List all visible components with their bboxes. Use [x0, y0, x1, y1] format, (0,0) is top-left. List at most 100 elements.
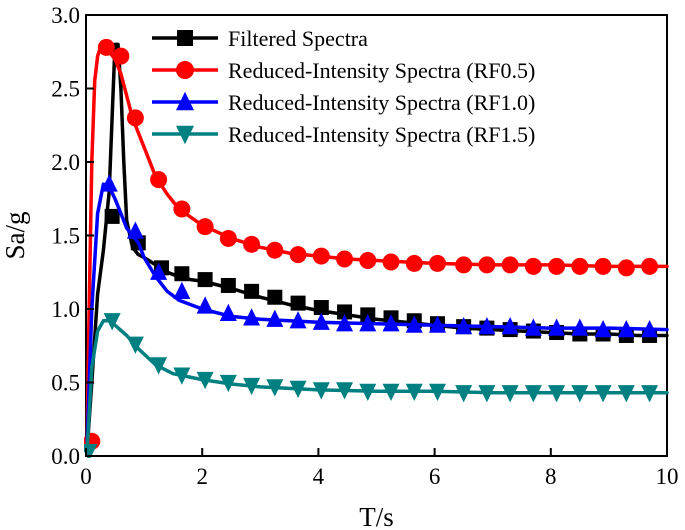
data-point — [641, 385, 659, 403]
y-tick-label: 1.5 — [51, 224, 80, 249]
data-point — [150, 357, 168, 375]
legend-marker — [176, 61, 194, 79]
data-point — [100, 174, 118, 192]
data-point — [336, 382, 354, 400]
data-point — [478, 385, 496, 403]
x-tick-label: 10 — [656, 464, 679, 489]
legend-marker — [176, 91, 194, 111]
data-point — [455, 317, 473, 335]
y-tick-label: 1.0 — [51, 297, 80, 322]
data-point — [97, 38, 115, 56]
legend-label: Filtered Spectra — [228, 26, 368, 51]
data-point — [266, 241, 284, 259]
data-point — [196, 218, 214, 236]
legend-marker — [176, 125, 194, 145]
data-point — [289, 380, 307, 399]
series-reduced-intensity-spectra-rf1-5 — [84, 313, 669, 458]
data-point — [455, 256, 473, 274]
legend-entry-reduced-intensity-spectra-rf0-5: Reduced-Intensity Spectra (RF0.5) — [152, 58, 535, 83]
data-point — [524, 318, 542, 336]
data-point — [219, 229, 237, 247]
data-point — [219, 374, 237, 393]
data-point — [405, 254, 423, 272]
data-point — [594, 319, 612, 338]
data-point — [524, 385, 542, 403]
data-point — [617, 385, 635, 403]
series-line — [85, 182, 669, 444]
x-tick-label: 8 — [545, 464, 557, 489]
data-point — [196, 296, 214, 314]
data-point — [220, 277, 236, 293]
data-point — [478, 256, 496, 274]
data-point — [548, 385, 566, 403]
y-tick-label: 0.5 — [51, 371, 80, 396]
data-point — [266, 379, 284, 397]
y-tick-label: 2.0 — [51, 150, 80, 175]
data-point — [571, 257, 589, 275]
data-point — [571, 318, 589, 336]
data-point — [112, 47, 130, 65]
data-point — [501, 317, 519, 335]
legend-label: Reduced-Intensity Spectra (RF0.5) — [228, 58, 535, 83]
data-point — [594, 257, 612, 275]
data-point — [266, 309, 284, 327]
x-axis-title: T/s — [359, 502, 394, 530]
data-point — [244, 283, 260, 299]
data-point — [382, 314, 400, 332]
data-point — [174, 266, 190, 282]
data-point — [289, 246, 307, 264]
data-point — [641, 257, 659, 275]
y-tick-label: 2.5 — [51, 77, 80, 102]
data-point — [571, 385, 589, 403]
data-point — [173, 200, 191, 218]
data-point — [290, 295, 306, 311]
legend-label: Reduced-Intensity Spectra (RF1.0) — [228, 90, 535, 115]
data-point — [196, 371, 214, 390]
data-point — [359, 314, 377, 332]
data-point — [524, 257, 542, 275]
data-point — [617, 259, 635, 277]
data-point — [289, 311, 307, 329]
data-point — [150, 262, 168, 280]
x-tick-label: 6 — [429, 464, 441, 489]
data-point — [429, 254, 447, 272]
series-reduced-intensity-spectra-rf1-0 — [85, 174, 669, 444]
data-point — [455, 385, 473, 403]
data-point — [617, 319, 635, 338]
data-point — [219, 303, 237, 322]
data-point — [84, 443, 98, 458]
x-tick-label: 2 — [196, 464, 208, 489]
data-point — [312, 247, 330, 265]
data-point — [197, 272, 213, 288]
data-point — [104, 208, 120, 224]
data-point — [429, 315, 447, 333]
data-point — [312, 382, 330, 400]
data-point — [501, 256, 519, 274]
data-point — [173, 281, 191, 299]
legend-entry-reduced-intensity-spectra-rf1-5: Reduced-Intensity Spectra (RF1.5) — [152, 122, 535, 147]
data-point — [359, 251, 377, 269]
data-point — [243, 235, 261, 253]
legend: Filtered Spectra Reduced-Intensity Spectr… — [152, 26, 535, 147]
data-point — [548, 318, 566, 336]
data-point — [382, 383, 400, 401]
data-point — [173, 367, 191, 385]
x-tick-label: 0 — [80, 464, 92, 489]
data-point — [243, 308, 261, 326]
data-point — [312, 312, 330, 330]
legend-entry-filtered-spectra: Filtered Spectra — [152, 26, 368, 51]
data-point — [382, 253, 400, 271]
series-layer — [84, 38, 669, 458]
data-point — [478, 317, 496, 335]
data-point — [359, 383, 377, 401]
data-point — [337, 304, 353, 320]
y-tick-label: 3.0 — [51, 3, 80, 28]
y-axis-title: Sa/g — [0, 211, 30, 259]
data-point — [126, 221, 144, 239]
data-point — [501, 385, 519, 403]
data-point — [243, 377, 261, 396]
data-point — [429, 383, 447, 401]
x-tick-label: 4 — [313, 464, 325, 489]
data-point — [336, 314, 354, 332]
